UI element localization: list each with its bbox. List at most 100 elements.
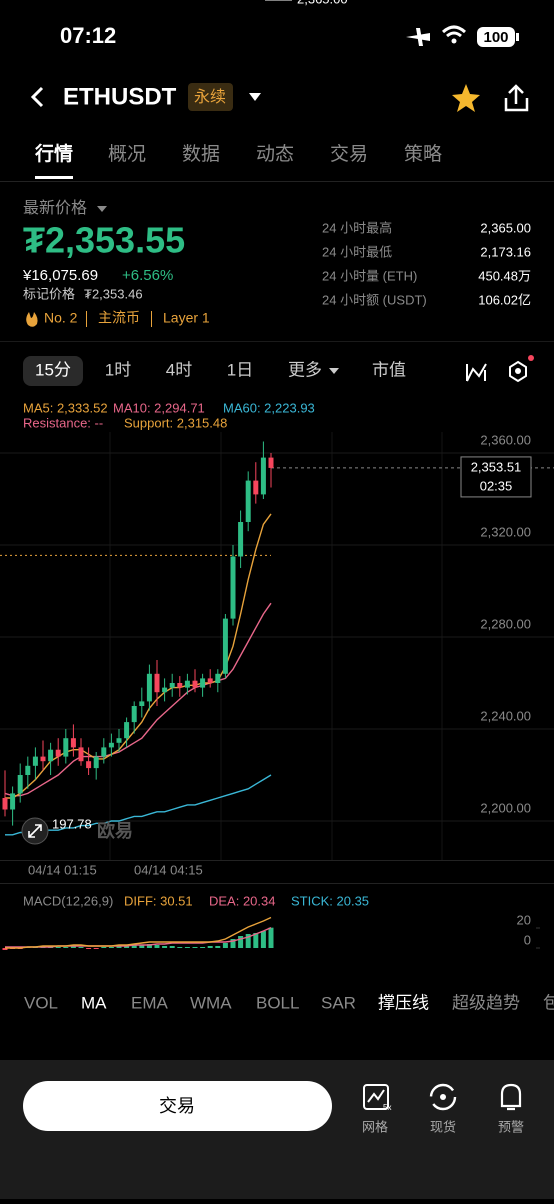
wifi-icon [441,25,467,38]
candle-body [40,756,46,762]
tab[interactable]: 概况 [108,143,146,165]
alert-icon[interactable] [500,1083,522,1111]
candle-body [139,701,145,706]
y-tick-label: 2,360.00 [480,432,531,447]
support-legend: Support: 2,315.48 [124,415,227,430]
settings-button[interactable] [509,360,527,383]
candle-body [93,756,99,769]
candle-body [162,687,168,693]
tab[interactable]: 行情 [34,142,73,165]
icon-label: 预警 [498,1119,524,1134]
sep [86,311,87,327]
share-button[interactable] [504,84,529,112]
favorite-star[interactable] [452,84,480,112]
stat-value: 106.02亿 [478,292,531,307]
candle-body [70,738,76,748]
back-button[interactable] [30,86,44,108]
stat-label: 24 小时量 (ETH) [322,268,417,283]
candle-body [192,680,198,688]
macd-bar [131,945,137,948]
macd-bar [101,947,107,948]
countdown: 02:35 [480,478,513,493]
fire-icon [26,312,38,327]
candle-body [222,618,228,674]
trade-button-label: 交易 [159,1096,195,1116]
divider [0,860,554,861]
macd-bar [63,947,69,948]
grid-icon[interactable] [363,1084,389,1110]
macd-bar [146,944,152,948]
divider [0,341,554,342]
candle-body [32,756,38,766]
tab-underline [35,176,73,179]
ma60-legend: MA60: 2,223.93 [223,400,315,415]
macd-bar [245,934,251,948]
interval[interactable]: 15分 [35,360,71,379]
macd-bar [184,947,190,948]
indicator-tab[interactable]: VOL [24,993,58,1012]
more-dropdown[interactable] [329,368,339,374]
interval[interactable]: 1时 [105,360,131,379]
price-label: 最新价格 [23,199,87,217]
indicator-tab[interactable]: BOLL [256,993,299,1012]
candle-body [78,747,84,762]
candle-body [63,738,69,757]
indicator-tab[interactable]: 撑压线 [378,993,429,1012]
price-dropdown[interactable] [97,206,107,212]
macd-bar [253,933,259,948]
icon-label: 现货 [430,1119,456,1134]
spot-icon[interactable] [429,1083,457,1111]
tab[interactable]: 策略 [404,143,442,165]
tab[interactable]: 交易 [330,143,368,165]
candle-body [238,522,244,557]
macd-bar [55,947,61,948]
indicator-tab[interactable]: WMA [190,993,232,1012]
tag-bg [188,83,233,111]
trade-button[interactable] [23,1081,332,1131]
stat-value: 2,173.16 [480,244,531,259]
tab[interactable]: 数据 [182,143,220,165]
macd-bar [108,947,114,948]
indicator-tab[interactable]: 超级趋势 [452,993,520,1012]
macd-tick-label: 0 [524,932,531,947]
interval[interactable]: 市值 [372,360,406,379]
interval[interactable]: 1日 [227,360,253,379]
candle-body [207,678,213,683]
macd-bar [215,946,221,948]
airplane-icon [406,28,430,46]
divider [0,181,554,182]
candle-body [177,683,183,688]
y-tick-label: 2,200.00 [480,800,531,815]
candle-body [260,457,266,495]
macd-bar [238,936,244,948]
candle-body [131,706,137,723]
indicator-tab[interactable]: MA [81,993,107,1012]
tab[interactable]: 动态 [256,143,294,165]
indicator-tab[interactable]: 包 [543,993,554,1012]
stat-label: 24 小时最低 [322,244,392,259]
diff-label: DIFF: 30.51 [124,893,193,908]
candle-body [245,480,251,522]
last-price-label: 2,353.51 [471,459,522,474]
interval[interactable]: 更多 [288,360,322,379]
contract-tag: 永续 [194,88,226,106]
ma10-legend: MA10: 2,294.71 [113,400,205,415]
interval-active [23,356,83,386]
indicator-button[interactable] [466,363,487,382]
macd-bar [230,939,236,948]
symbol: ETHUSDT [63,83,177,110]
stick-label: STICK: 20.35 [291,893,369,908]
indicator-tab[interactable]: EMA [131,993,169,1012]
indicator-tab[interactable]: SAR [321,993,356,1012]
macd-bar [154,945,160,948]
dea-line [5,927,272,948]
ma60-line [5,774,272,836]
candle-body [146,673,152,702]
candle-body [55,749,61,757]
wifi-dot [451,38,457,44]
interval[interactable]: 4时 [166,360,192,379]
symbol-dropdown[interactable] [249,93,261,101]
macd-bar [268,927,274,948]
y-tick-label: 2,320.00 [480,524,531,539]
ma5-legend: MA5: 2,333.52 [23,400,108,415]
